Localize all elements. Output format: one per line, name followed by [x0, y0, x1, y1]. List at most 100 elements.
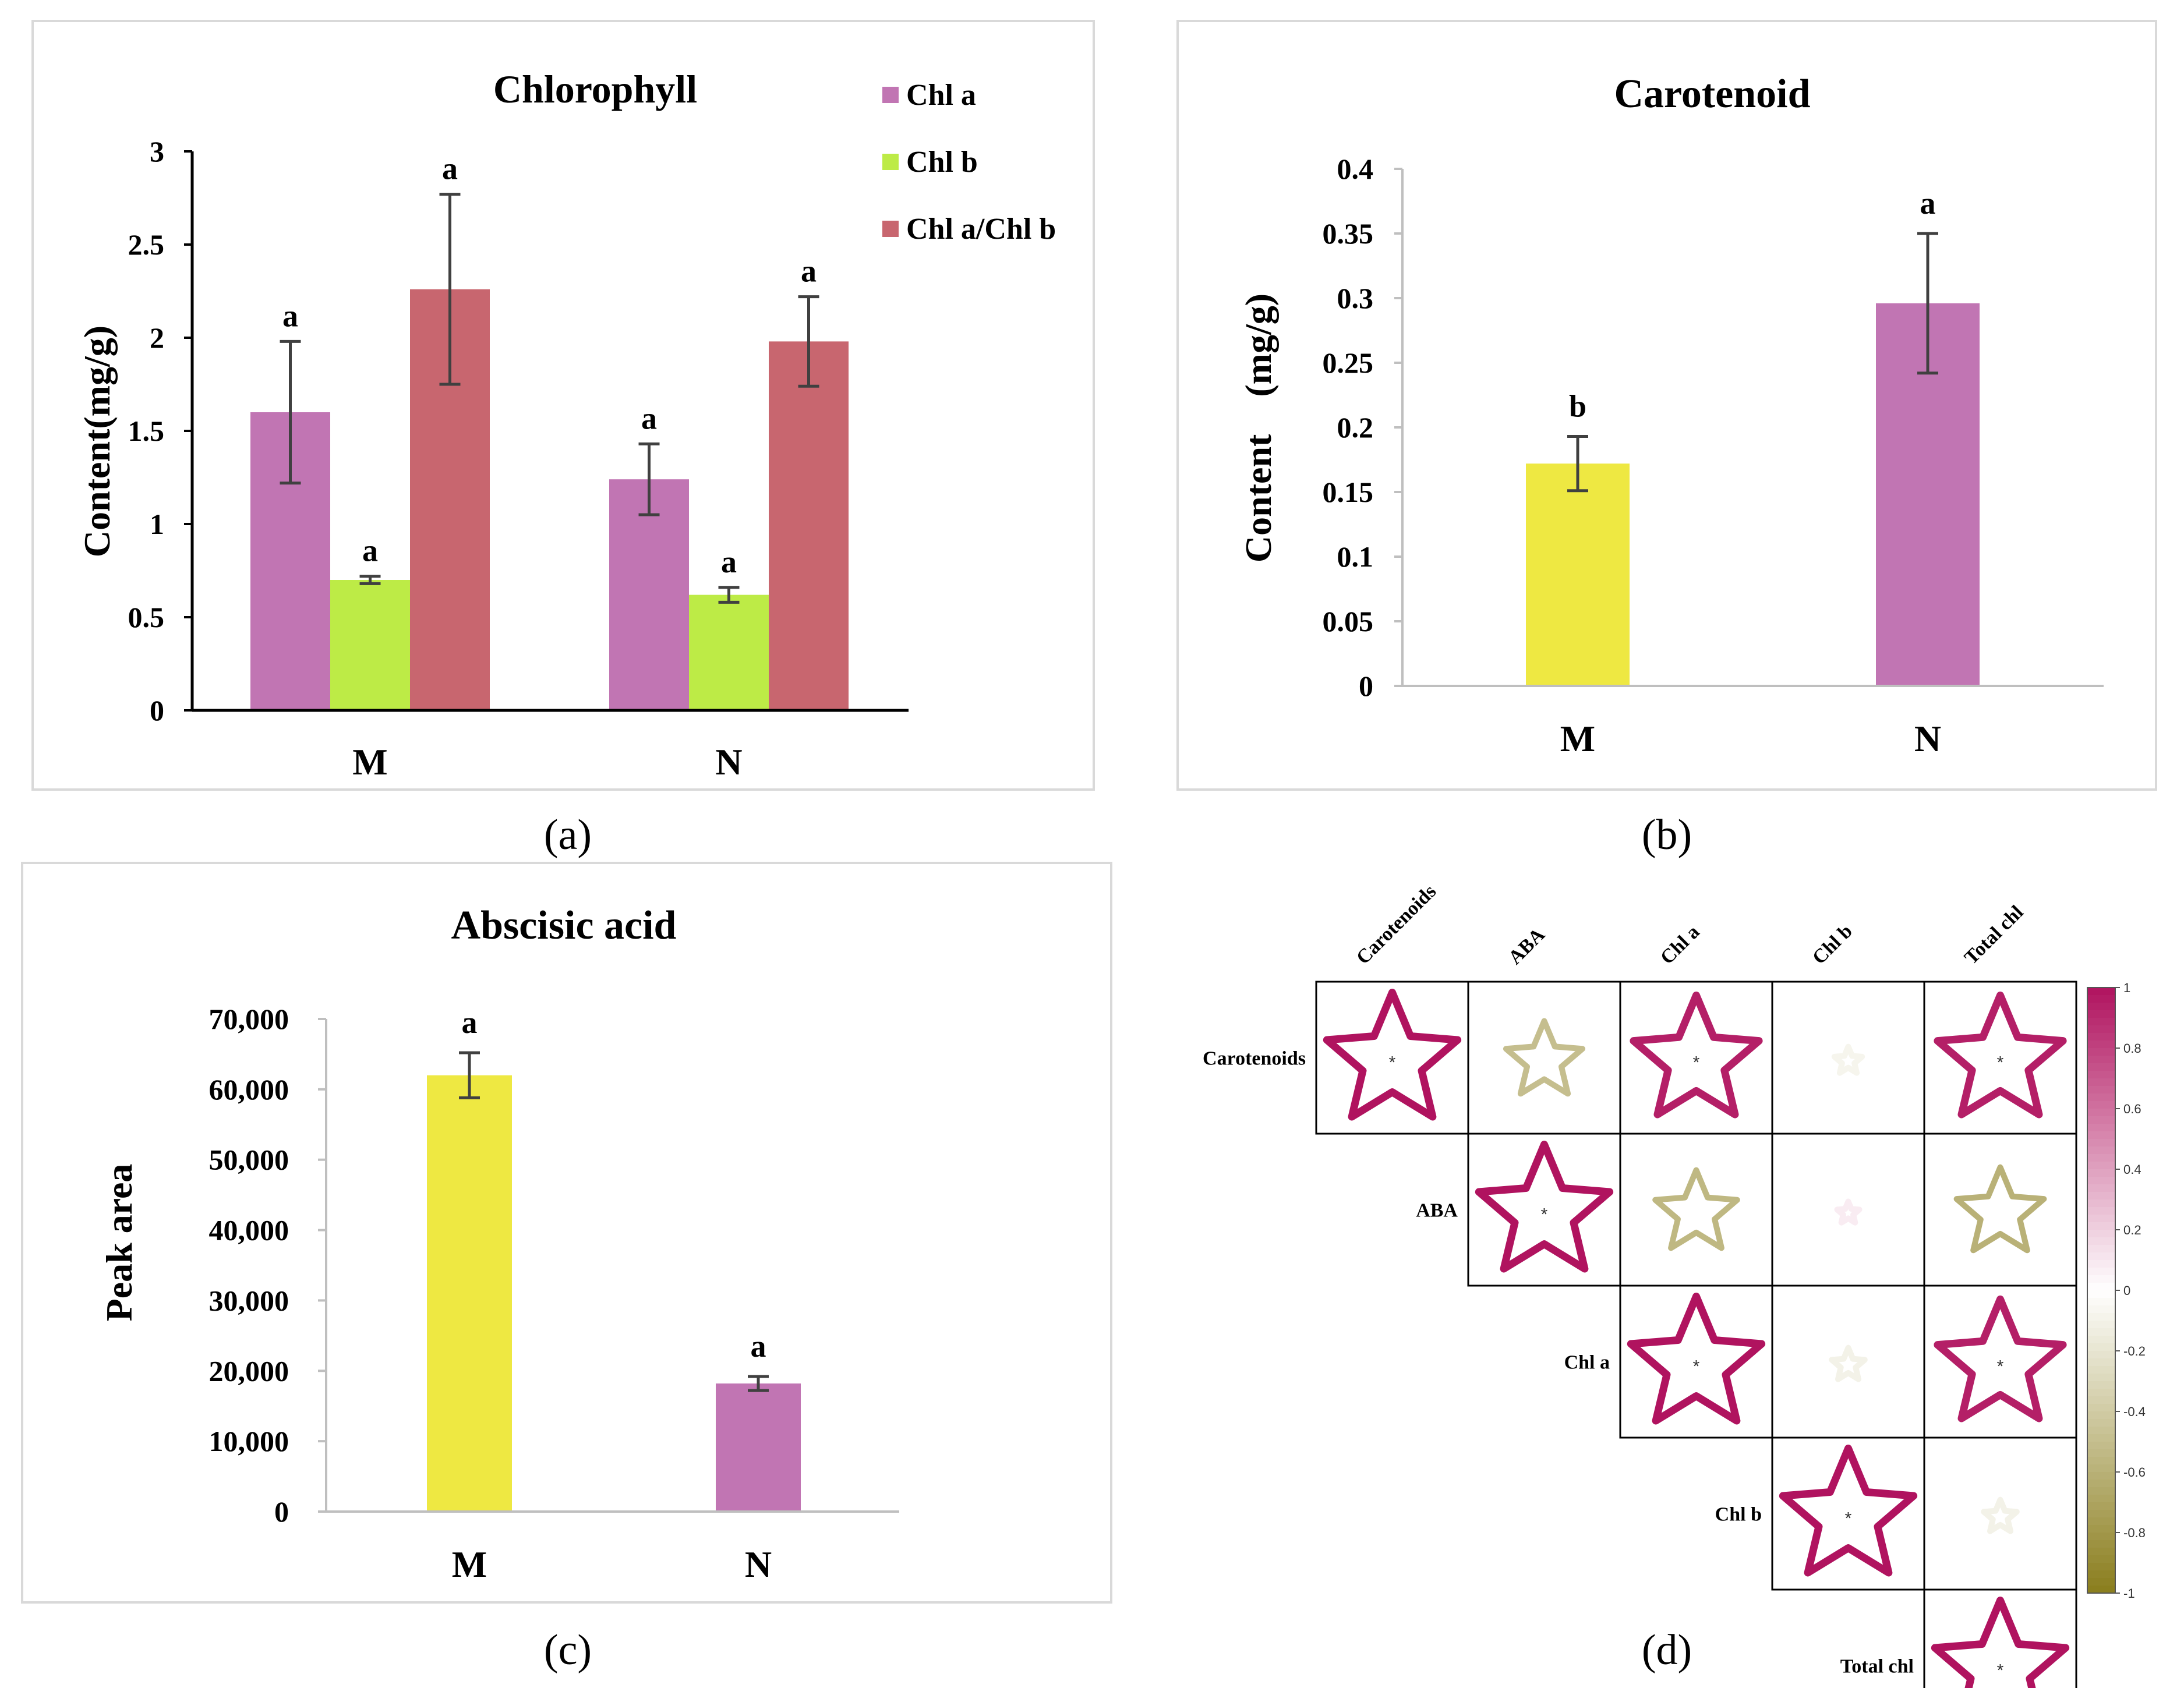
correlation-star — [1323, 989, 1462, 1121]
colorbar: 1 0.8 0.6 0.4 0.2 0 -0.2 -0.4 -0.6 -0.8 -1 — [2087, 981, 2146, 1601]
y-tick-label: 0.1 — [1337, 540, 1374, 573]
y-tick-label: 0 — [150, 694, 164, 727]
colorbar-segment — [2087, 1366, 2115, 1374]
colorbar-segment — [2087, 1071, 2115, 1079]
row-label: Chl a — [1564, 1352, 1610, 1374]
colorbar-segment — [2087, 1495, 2115, 1503]
correlation-star — [1475, 1141, 1614, 1273]
colorbar-segment — [2087, 1131, 2115, 1140]
colorbar-segment — [2087, 1056, 2115, 1064]
colorbar-segment — [2087, 1230, 2115, 1238]
bar-N — [716, 1383, 801, 1512]
row-label: Chl b — [1715, 1504, 1762, 1526]
significance-marker: * — [1997, 1053, 2004, 1073]
colorbar-segment — [2087, 1374, 2115, 1382]
significance-letter: a — [801, 254, 817, 289]
colorbar-segment — [2087, 1442, 2115, 1450]
colorbar-segment — [2087, 1381, 2115, 1389]
bar-chlachlb-N — [769, 341, 849, 710]
y-tick-label: 0.15 — [1323, 476, 1374, 508]
colorbar-segment — [2087, 1563, 2115, 1571]
colorbar-tick-label: 0.6 — [2123, 1102, 2141, 1116]
colorbar-tick-label: 0 — [2123, 1283, 2130, 1298]
significance-marker: * — [1997, 1357, 2004, 1376]
significance-letter: a — [641, 401, 657, 436]
colorbar-segment — [2087, 1162, 2115, 1170]
correlation-star — [1931, 1597, 2070, 1688]
panel-c-caption: (c) — [544, 1626, 592, 1674]
colorbar-segment — [2087, 1025, 2115, 1034]
y-tick-label: 30,000 — [209, 1284, 289, 1317]
row-label: Total chl — [1840, 1656, 1914, 1678]
correlation-star — [1627, 1293, 1766, 1425]
colorbar-segment — [2087, 1404, 2115, 1412]
colorbar-tick-label: -1 — [2123, 1586, 2135, 1601]
panel-b-y-ticks: 0 0.05 0.1 0.15 0.2 0.25 0.3 0.35 0.4 — [1323, 153, 1402, 702]
y-tick-label: 0.25 — [1323, 346, 1374, 379]
panel-a-legend: Chl a Chl b Chl a/Chl b — [882, 79, 1056, 246]
colorbar-segment — [2087, 1419, 2115, 1427]
significance-letter: a — [721, 544, 737, 579]
bar-chlb-M — [330, 580, 410, 710]
significance-marker: * — [1693, 1357, 1700, 1376]
colorbar-segment — [2087, 1033, 2115, 1041]
colorbar-segment — [2087, 1237, 2115, 1245]
colorbar-segment — [2087, 1268, 2115, 1276]
y-tick-label: 0.35 — [1323, 217, 1374, 250]
correlation-star — [1834, 1198, 1863, 1226]
correlation-star — [1503, 1018, 1586, 1097]
panel-c-bars: aa — [427, 1005, 801, 1512]
colorbar-segment — [2087, 1457, 2115, 1465]
significance-letter: a — [442, 151, 458, 186]
y-tick-label: 0 — [274, 1495, 289, 1528]
colorbar-segment — [2087, 1336, 2115, 1344]
colorbar-segment — [2087, 1101, 2115, 1109]
colorbar-segment — [2087, 1252, 2115, 1261]
colorbar-segment — [2087, 1184, 2115, 1192]
colorbar-tick-label: -0.6 — [2123, 1465, 2146, 1480]
colorbar-segment — [2087, 1290, 2115, 1298]
correlation-star — [1953, 1164, 2047, 1254]
correlation-star — [1934, 991, 2067, 1119]
colorbar-segment — [2087, 1207, 2115, 1215]
panel-a-bars: a a a a a a — [250, 151, 849, 710]
x-tick-label: N — [745, 1544, 772, 1585]
colorbar-segment — [2087, 1275, 2115, 1283]
legend-label-chl-b: Chl b — [906, 146, 978, 179]
colorbar-segment — [2087, 1215, 2115, 1223]
correlation-star — [1652, 1167, 1740, 1251]
panel-b-ylabel: Content (mg/g) — [1238, 293, 1279, 562]
row-label: Carotenoids — [1203, 1048, 1306, 1070]
panel-c-title: Abscisic acid — [451, 903, 677, 948]
colorbar-segment — [2087, 1540, 2115, 1548]
panel-c-frame — [21, 862, 1112, 1604]
colorbar-segment — [2087, 1199, 2115, 1208]
cell — [1923, 1436, 2077, 1591]
colorbar-segment — [2087, 1525, 2115, 1533]
panel-a: Chlorophyll Content(mg/g) 00.511.522.53 … — [31, 20, 1095, 859]
legend-label-chl-ratio: Chl a/Chl b — [906, 213, 1056, 246]
colorbar-segment — [2087, 1578, 2115, 1586]
panel-a-y-ticks: 0 0.5 1 1.5 2 2.5 3 — [128, 135, 192, 727]
panel-b-frame — [1176, 20, 2157, 791]
correlation-star — [1981, 1496, 2020, 1534]
significance-letter: a — [751, 1329, 766, 1364]
cell — [1923, 1588, 2077, 1688]
bar-chla-N — [609, 479, 689, 710]
colorbar-segment — [2087, 1487, 2115, 1495]
y-tick-label: 50,000 — [209, 1144, 289, 1176]
colorbar-segment — [2087, 1449, 2115, 1457]
cell — [1467, 981, 1621, 1135]
colorbar-tick-label: 0.4 — [2123, 1162, 2141, 1177]
colorbar-segment — [2087, 988, 2115, 996]
colorbar-segment — [2087, 1010, 2115, 1018]
y-tick-label: 0.05 — [1323, 605, 1374, 638]
panel-a-title: Chlorophyll — [493, 67, 697, 111]
colorbar-segment — [2087, 1063, 2115, 1071]
colorbar-segment — [2087, 1086, 2115, 1094]
colorbar-segment — [2087, 1298, 2115, 1306]
colorbar-segment — [2087, 1041, 2115, 1049]
colorbar-segment — [2087, 1078, 2115, 1087]
